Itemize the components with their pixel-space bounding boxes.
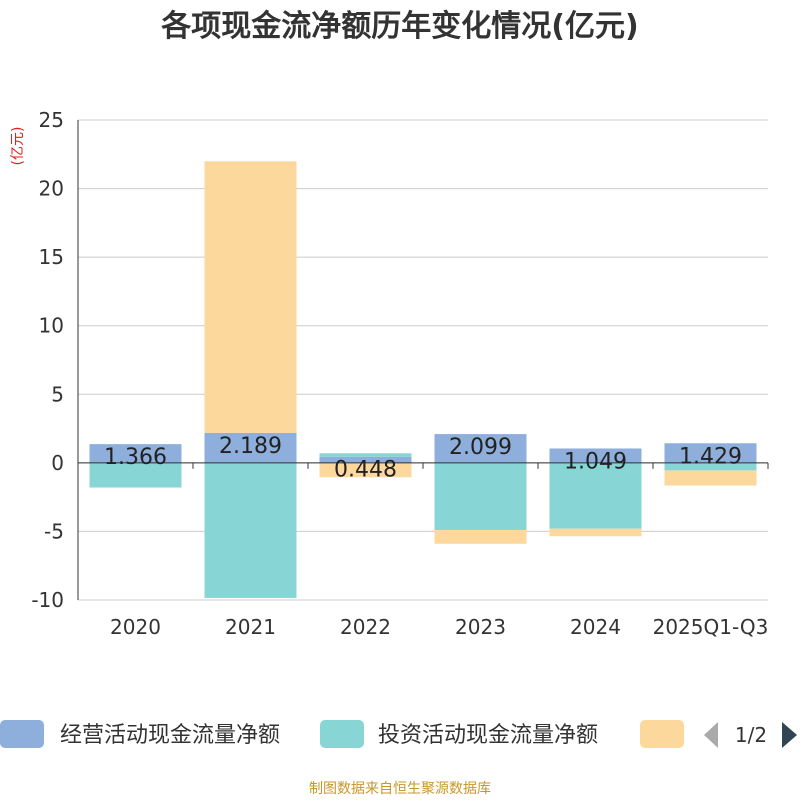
y-tick-label: 5	[51, 382, 64, 406]
bar	[204, 462, 297, 598]
x-tick-label: 2023	[455, 615, 506, 639]
y-tick-label: -10	[31, 588, 64, 612]
legend-swatch	[640, 720, 684, 748]
y-tick-label: 20	[39, 177, 64, 201]
x-tick-label: 2021	[225, 615, 276, 639]
x-tick-label: 2022	[340, 615, 391, 639]
bar	[319, 462, 412, 478]
y-tick-label: 15	[39, 245, 64, 269]
bar	[319, 453, 412, 457]
bar	[204, 161, 297, 433]
legend-label: 经营活动现金流量净额	[60, 723, 280, 748]
legend-label: 投资活动现金流量净额	[378, 723, 598, 748]
source-note: 制图数据来自恒生聚源数据库	[309, 781, 491, 797]
x-tick-label: 2025Q1-Q3	[653, 615, 769, 639]
bar	[434, 462, 527, 531]
y-tick-labels: -10 -5 0 5 10 15 20 25	[31, 108, 64, 612]
grid	[77, 119, 768, 601]
bars	[89, 161, 757, 598]
bar	[664, 462, 757, 471]
y-tick-label: 0	[51, 451, 64, 475]
bar-labels: 1.366 2.189 0.448 2.099 1.049 1.429	[104, 434, 742, 483]
legend-prev-icon	[704, 722, 718, 748]
bar-value-label: 1.049	[564, 449, 627, 474]
bar-value-label: 2.189	[219, 434, 282, 459]
bar	[434, 434, 527, 463]
bar	[89, 444, 182, 463]
bar	[549, 448, 642, 463]
y-tick-label: 10	[39, 314, 64, 338]
x-tick-label: 2020	[110, 615, 161, 639]
y-axis-label: (亿元)	[10, 127, 26, 166]
legend-page-indicator: 1/2	[735, 723, 767, 747]
y-tick-label: 25	[39, 108, 64, 132]
bar	[319, 456, 412, 463]
legend-swatch	[320, 720, 364, 748]
bar-value-label: 1.366	[104, 445, 167, 470]
bar	[549, 462, 642, 529]
legend-swatch	[0, 720, 44, 748]
bar	[89, 462, 182, 488]
bar	[204, 432, 297, 463]
bar-value-label: 2.099	[449, 435, 512, 460]
y-tick-label: -5	[44, 519, 64, 543]
bar-value-label: 1.429	[679, 444, 742, 469]
bar	[664, 443, 757, 463]
legend-next-icon	[782, 722, 797, 748]
bar-value-label: 0.448	[334, 458, 397, 483]
bar	[664, 470, 757, 486]
x-axis: 2020 2021 2022 2023 2024 2025Q1-Q3	[77, 462, 769, 639]
legend: 经营活动现金流量净额 投资活动现金流量净额 1/2	[0, 720, 797, 748]
bar	[434, 530, 527, 544]
x-tick-label: 2024	[570, 615, 621, 639]
bar	[549, 528, 642, 537]
chart-title: 各项现金流净额历年变化情况(亿元)	[160, 9, 638, 44]
